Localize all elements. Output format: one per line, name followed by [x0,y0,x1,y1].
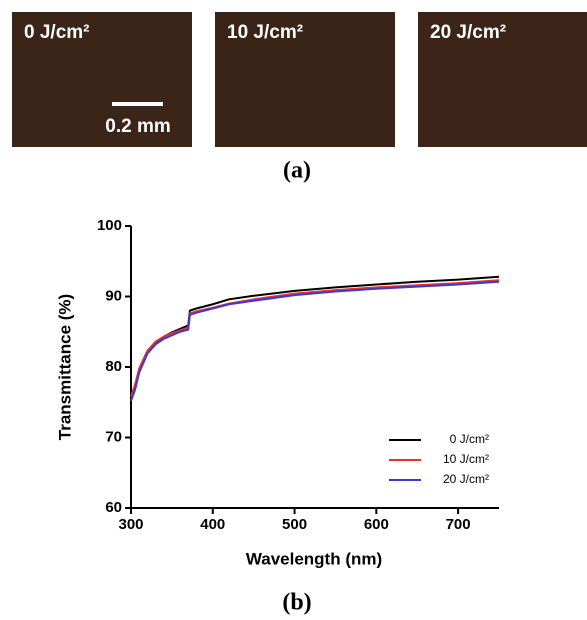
panel-a: 0 J/cm² 10 J/cm² 20 J/cm² 0.2 mm (a) [12,12,587,184]
x-tick-label: 700 [446,516,471,533]
panel-label: (b) [282,590,311,616]
y-tick-label: 70 [105,428,122,445]
x-axis-title: Wavelength (nm) [246,549,382,568]
x-tick-label: 300 [118,516,143,533]
y-tick-label: 60 [105,499,122,516]
x-tick-label: 600 [364,516,389,533]
series-line [130,279,500,397]
image-label: 20 J/cm² [430,22,506,43]
y-axis-title: Transmittance (%) [55,294,74,440]
legend-label: 0 J/cm² [450,432,489,446]
chart: Wavelength (nm) Transmittance (%) 60 70 80… [55,217,500,568]
series-line [130,280,500,402]
panel-label: (a) [283,158,311,184]
series-line [130,275,500,400]
image-label: 0 J/cm² [24,22,89,43]
legend-label: 20 J/cm² [443,472,489,486]
micrograph [215,12,395,147]
image-label: 10 J/cm² [227,22,303,43]
legend-label: 10 J/cm² [443,452,489,466]
y-tick-label: 100 [97,217,122,234]
x-tick-label: 400 [200,516,225,533]
y-tick-label: 80 [105,358,122,375]
x-tick-label: 500 [282,516,307,533]
micrograph [12,12,192,147]
scale-bar-label: 0.2 mm [105,116,170,137]
y-tick-label: 90 [105,287,122,304]
micrograph [418,12,587,147]
